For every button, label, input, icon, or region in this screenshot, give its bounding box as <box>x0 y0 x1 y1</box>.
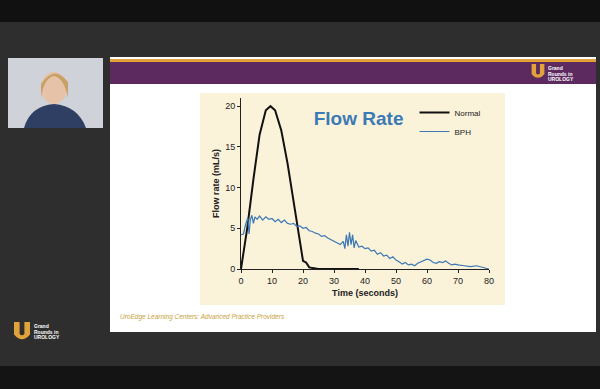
html-text:UroEdge Learning Centers: Adva: UroEdge Learning Centers: Advanced Pract… <box>120 313 285 320</box>
svg-text:40: 40 <box>360 276 370 286</box>
svg-text:70: 70 <box>453 276 463 286</box>
svg-text:80: 80 <box>484 276 494 286</box>
svg-text:10: 10 <box>225 183 235 193</box>
svg-text:60: 60 <box>422 276 432 286</box>
svg-text:Flow Rate: Flow Rate <box>314 108 404 129</box>
svg-text:20: 20 <box>225 101 235 111</box>
svg-text:15: 15 <box>225 142 235 152</box>
svg-text:5: 5 <box>230 223 235 233</box>
svg-text:10: 10 <box>267 276 277 286</box>
svg-text:Normal: Normal <box>455 109 481 118</box>
svg-text:BPH: BPH <box>455 128 472 137</box>
html-text:Grand Rounds in UROLOGY: Grand Rounds in UROLOGY <box>34 323 60 340</box>
svg-text:Time (seconds): Time (seconds) <box>332 288 398 298</box>
svg-text:0: 0 <box>230 264 235 274</box>
svg-text:Flow rate (mL/s): Flow rate (mL/s) <box>211 149 221 218</box>
svg-text:30: 30 <box>329 276 339 286</box>
html-text:Grand Rounds in UROLOGY: Grand Rounds in UROLOGY <box>548 65 574 82</box>
svg-text:20: 20 <box>298 276 308 286</box>
svg-text:50: 50 <box>391 276 401 286</box>
svg-text:0: 0 <box>238 276 243 286</box>
